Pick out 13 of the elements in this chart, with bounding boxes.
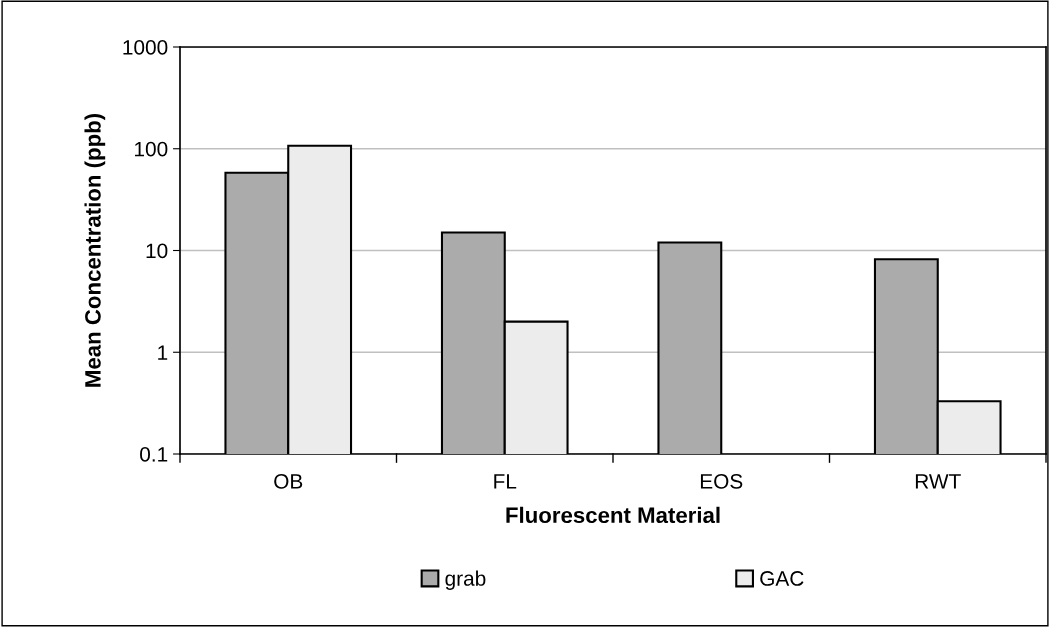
x-tick-label: OB xyxy=(274,473,303,489)
y-tick-label: 0.1 xyxy=(140,447,168,462)
x-tick-label: RWT xyxy=(915,474,961,489)
y-tick-label: 100 xyxy=(135,141,168,157)
y-tick-label: 1000 xyxy=(123,40,168,55)
x-tick-label: EOS xyxy=(700,473,743,489)
y-tick-label: 10 xyxy=(146,243,168,259)
legend-label: grab xyxy=(445,570,486,590)
y-axis-title: Mean Concentration (ppb) xyxy=(84,113,106,387)
x-axis-title: Fluorescent Material xyxy=(506,506,720,524)
legend-label: GAC xyxy=(760,571,804,586)
y-tick-label: 1 xyxy=(158,345,168,360)
x-tick-label: FL xyxy=(494,474,517,489)
